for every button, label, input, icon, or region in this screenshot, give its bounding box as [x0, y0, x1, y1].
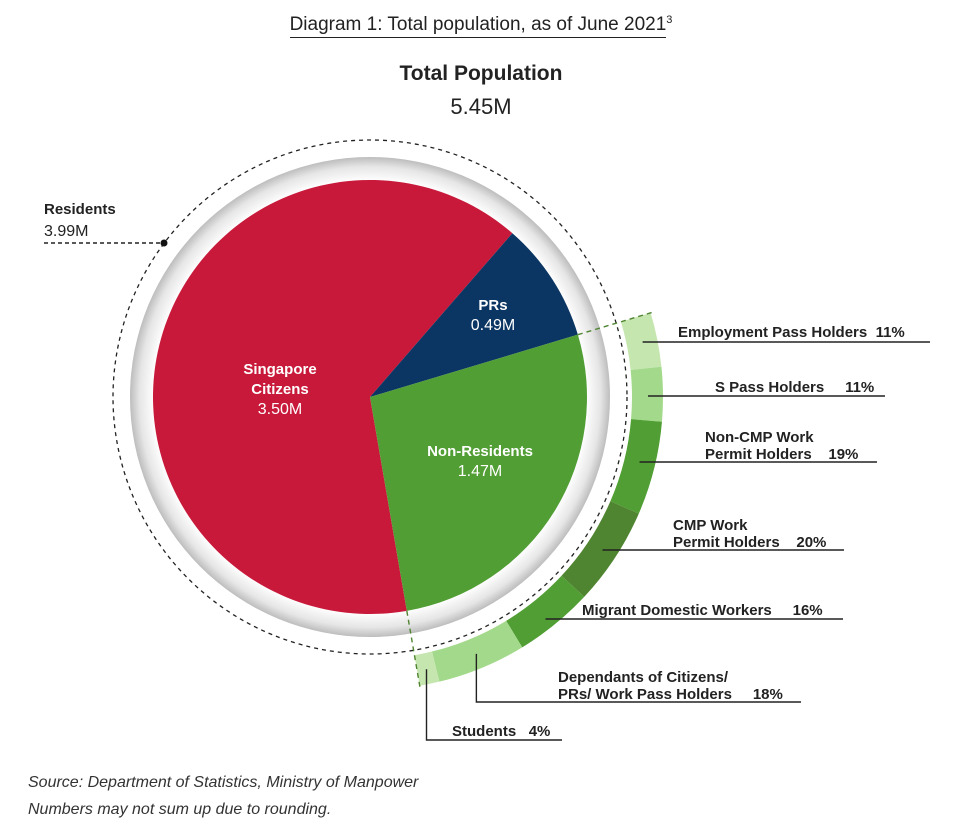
- label-pct: 4%: [528, 723, 551, 740]
- label-text: Non-CMP Work: [705, 429, 814, 446]
- label-cmp: CMP Work Permit Holders 20%: [673, 517, 826, 551]
- ring-segment-migrant-domestic-workers: [506, 575, 585, 648]
- label-pct: 18%: [752, 686, 783, 703]
- label-employment-pass: Employment Pass Holders 11%: [678, 324, 905, 341]
- citizens-value: 3.50M: [257, 401, 303, 418]
- pie-slice-prs: [370, 233, 578, 397]
- pie-slice-singapore-citizens: [152, 180, 513, 615]
- ring-segment-dependants-of-citizens-prs-work-pass-holders: [431, 620, 523, 682]
- label-text: Students: [452, 723, 517, 740]
- ring-segment-students: [414, 651, 440, 686]
- diagram-title-text: Diagram 1: Total population, as of June …: [289, 14, 667, 39]
- leader-line: [425, 669, 562, 741]
- total-population-label: Total Population: [399, 62, 563, 85]
- ring-segment-non-cmp-work-permit-holders: [610, 419, 662, 514]
- label-pct: 11%: [845, 379, 875, 396]
- nonresidents-label: Non-Residents: [427, 443, 533, 460]
- leader-line: [475, 653, 801, 703]
- label-pct: 20%: [796, 534, 827, 551]
- footnote-marker: 3: [666, 14, 673, 26]
- slice-label-citizens: Singapore Citizens 3.50M: [210, 360, 350, 420]
- rounding-note: Numbers may not sum up due to rounding.: [28, 801, 332, 818]
- total-population-value: 5.45M: [450, 94, 512, 119]
- label-pct: 19%: [828, 446, 859, 463]
- connector-dashed-line: [577, 311, 653, 336]
- label-text: Employment Pass Holders: [678, 324, 868, 341]
- label-mdw: Migrant Domestic Workers 16%: [582, 602, 823, 619]
- slice-label-prs: PRs 0.49M: [443, 296, 543, 336]
- label-text: Permit Holders: [673, 534, 780, 551]
- label-pct: 16%: [792, 602, 823, 619]
- label-dependants: Dependants of Citizens/PRs/ Work Pass Ho…: [558, 669, 783, 703]
- label-non-cmp: Non-CMP Work Permit Holders 19%: [705, 429, 858, 463]
- label-pct: 11%: [875, 324, 905, 341]
- label-text: Permit Holders: [705, 446, 812, 463]
- residents-marker-dot: [160, 239, 168, 247]
- ring-segment-employment-pass-holders: [620, 312, 662, 370]
- pie-slice-non-residents: [370, 334, 587, 611]
- citizens-label-1: Singapore: [243, 361, 317, 378]
- source-note: Source: Department of Statistics, Minist…: [28, 774, 419, 791]
- ring-segment-s-pass-holders: [630, 366, 664, 422]
- slice-label-nonresidents: Non-Residents 1.47M: [400, 442, 560, 482]
- prs-value: 0.49M: [470, 317, 516, 334]
- label-text: S Pass Holders: [715, 379, 825, 396]
- label-text: Dependants of Citizens/: [558, 669, 729, 686]
- connector-dashed-line: [406, 610, 421, 688]
- residents-dashed-ring: [112, 139, 628, 655]
- ring-segment-cmp-work-permit-holders: [561, 501, 639, 597]
- nonresidents-value: 1.47M: [457, 463, 503, 480]
- label-text: CMP Work: [673, 517, 748, 534]
- residents-label: Residents: [44, 201, 116, 218]
- residents-value: 3.99M: [44, 223, 89, 240]
- diagram-title: Diagram 1: Total population, as of June …: [0, 14, 962, 39]
- label-students: Students 4%: [452, 723, 550, 740]
- prs-label: PRs: [478, 297, 508, 314]
- label-text: PRs/ Work Pass Holders: [558, 686, 732, 703]
- label-text: Migrant Domestic Workers: [582, 602, 772, 619]
- label-s-pass: S Pass Holders 11%: [715, 379, 874, 396]
- citizens-label-2: Citizens: [251, 381, 309, 398]
